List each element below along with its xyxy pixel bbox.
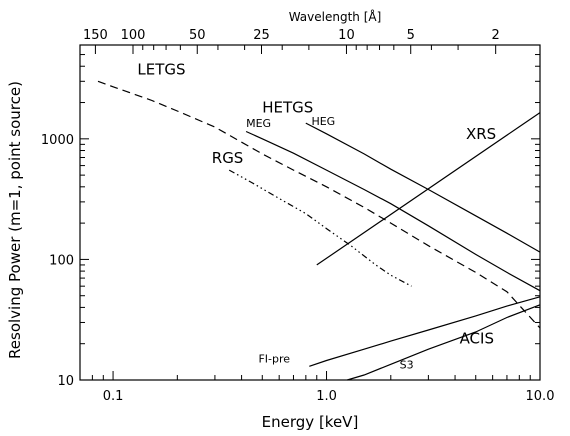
y-tick-label: 10 — [57, 374, 74, 389]
y-tick-label: 100 — [49, 253, 74, 268]
plot-frame — [79, 44, 541, 381]
series-meg — [245, 130, 541, 292]
y-axis-label: Resolving Power (m=1, point source) — [6, 81, 24, 359]
top-tick-label: 150 — [83, 28, 108, 43]
series-xrs — [316, 112, 541, 266]
label-meg: MEG — [246, 117, 271, 130]
series-layer — [97, 80, 541, 381]
label-heg: HEG — [311, 115, 335, 128]
series-heg — [305, 122, 541, 253]
x-tick-label: 1.0 — [316, 389, 337, 404]
series-rgs — [228, 169, 412, 287]
label-hetgs: HETGS — [262, 99, 313, 117]
label-letgs: LETGS — [137, 61, 185, 79]
y-tick-label: 1000 — [41, 133, 74, 148]
label-fi-pre: FI-pre — [258, 352, 290, 365]
x-axis-label: Energy [keV] — [262, 413, 359, 431]
x-tick-label: 10.0 — [526, 389, 555, 404]
series-acis-fi — [309, 296, 541, 367]
label-xrs: XRS — [466, 125, 496, 143]
label-s3: S3 — [400, 358, 414, 371]
top-tick-label: 50 — [189, 28, 206, 43]
label-rgs: RGS — [212, 149, 244, 167]
top-tick-label: 5 — [407, 28, 415, 43]
top-tick-label: 10 — [338, 28, 355, 43]
axis-ticks: 0.1 1.0 10.0 10 100 1000 150 100 50 25 10 5 2 — [41, 28, 555, 404]
x-tick-label: 0.1 — [103, 389, 124, 404]
top-tick-label: 25 — [253, 28, 270, 43]
series-acis-s3 — [347, 304, 541, 381]
top-tick-label: 2 — [492, 28, 500, 43]
top-tick-label: 100 — [121, 28, 146, 43]
label-acis: ACIS — [460, 330, 494, 348]
top-axis-label: Wavelength [Å] — [289, 9, 382, 24]
